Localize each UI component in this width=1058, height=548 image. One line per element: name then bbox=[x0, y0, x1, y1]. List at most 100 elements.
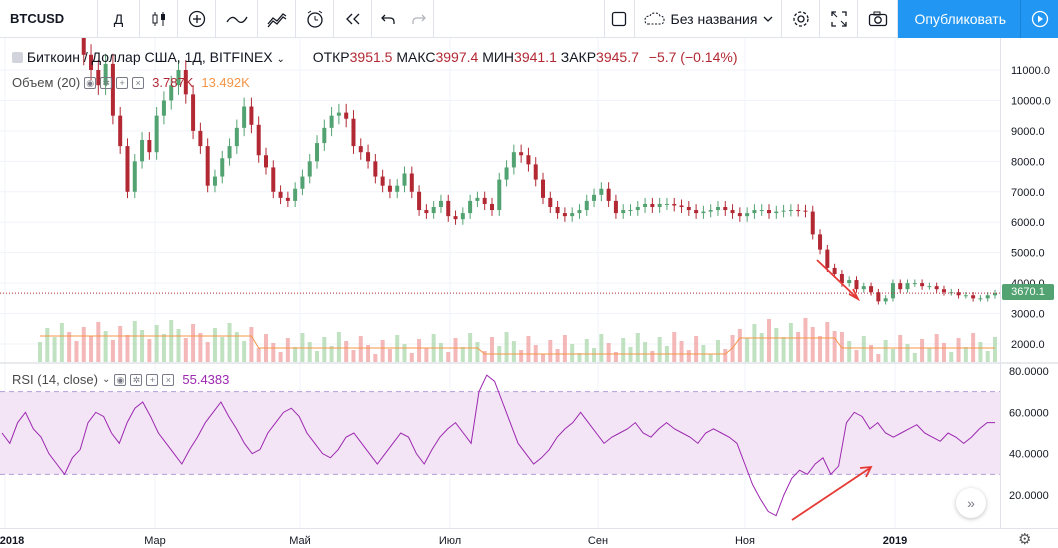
candle-body bbox=[307, 161, 312, 177]
volume-ma-value: 13.492K bbox=[201, 75, 250, 90]
candle-body bbox=[234, 127, 239, 147]
fullscreen-button[interactable] bbox=[820, 0, 859, 38]
candles-style-button[interactable] bbox=[140, 0, 178, 38]
volume-bar bbox=[234, 332, 239, 362]
price-axis-label: 5000.0 bbox=[1011, 248, 1045, 260]
settings-button[interactable] bbox=[782, 0, 821, 38]
candle-body bbox=[905, 283, 910, 290]
volume-bar bbox=[599, 334, 604, 362]
rsi-value: 55.4383 bbox=[182, 372, 230, 387]
wave-icon bbox=[225, 16, 248, 23]
compare-button[interactable] bbox=[216, 0, 258, 38]
symbol-search-button[interactable]: BTCUSD bbox=[0, 0, 98, 38]
candle-body bbox=[898, 283, 903, 290]
candle-body bbox=[767, 210, 772, 214]
volume-bar bbox=[985, 351, 990, 362]
volume-bar bbox=[242, 341, 247, 362]
candle-body bbox=[380, 176, 385, 186]
candle-body bbox=[533, 164, 538, 180]
price-axis-label: 10000.0 bbox=[1011, 95, 1051, 107]
candle-body bbox=[745, 213, 750, 217]
volume-bar bbox=[905, 344, 910, 362]
volume-bar bbox=[256, 348, 261, 362]
publish-menu-button[interactable] bbox=[1020, 0, 1058, 38]
candle-body bbox=[796, 210, 801, 212]
templates-button[interactable] bbox=[258, 0, 296, 38]
volume-bar bbox=[45, 328, 50, 362]
gear-icon[interactable]: ✲ bbox=[100, 76, 113, 89]
volume-bar bbox=[220, 337, 225, 362]
candle-body bbox=[971, 295, 976, 299]
price-axis-label: 6000.0 bbox=[1011, 217, 1045, 229]
candle-body bbox=[468, 200, 473, 214]
candle-body bbox=[613, 200, 618, 214]
publish-button[interactable]: Опубликовать bbox=[898, 0, 1058, 38]
candle-body bbox=[650, 203, 655, 207]
volume-bar bbox=[956, 338, 961, 362]
candle-body bbox=[978, 298, 983, 300]
candle-body bbox=[373, 161, 378, 177]
volume-bar bbox=[723, 349, 728, 362]
chevron-down-icon[interactable]: ⌄ bbox=[276, 54, 285, 65]
rsi-label[interactable]: RSI (14, close) bbox=[12, 372, 98, 387]
volume-bar bbox=[409, 353, 414, 362]
candle-body bbox=[475, 197, 480, 201]
volume-bar bbox=[358, 336, 363, 362]
eye-icon[interactable]: ◉ bbox=[114, 373, 127, 386]
candle-body bbox=[883, 298, 888, 302]
candle-body bbox=[803, 210, 808, 212]
candle-body bbox=[730, 210, 735, 214]
volume-bar bbox=[140, 330, 145, 362]
plus-icon[interactable]: + bbox=[146, 373, 159, 386]
volume-bar bbox=[592, 348, 597, 362]
volume-bar bbox=[810, 327, 815, 362]
undo-button[interactable] bbox=[372, 0, 404, 38]
scroll-to-realtime-button[interactable]: » bbox=[956, 488, 986, 518]
eye-icon[interactable]: ◉ bbox=[84, 76, 97, 89]
candle-body bbox=[963, 295, 968, 297]
indicators-button[interactable] bbox=[178, 0, 216, 38]
legend-title[interactable]: Биткоин / Доллар США, 1Д, BITFINEX bbox=[26, 49, 273, 65]
chart-templates-icon bbox=[267, 12, 286, 27]
volume-bar bbox=[176, 329, 181, 362]
snapshot-button[interactable] bbox=[858, 0, 899, 38]
candle-body bbox=[497, 179, 502, 211]
price-axis[interactable]: 11000.0 10000.0 9000.0 8000.0 7000.0 6000.0 50… bbox=[1000, 38, 1058, 528]
interval-button[interactable]: Д bbox=[98, 0, 140, 38]
layout-name-button[interactable]: Без названия bbox=[635, 0, 783, 38]
gear-icon[interactable]: ✲ bbox=[130, 373, 143, 386]
chevron-down-icon[interactable]: ⌄ bbox=[101, 374, 111, 385]
candle-body bbox=[263, 155, 268, 168]
plus-icon[interactable]: + bbox=[116, 76, 129, 89]
publish-label: Опубликовать bbox=[914, 10, 1006, 27]
volume-bar bbox=[715, 340, 720, 362]
candle-body bbox=[336, 112, 341, 116]
alert-button[interactable] bbox=[296, 0, 334, 38]
candle-body bbox=[570, 213, 575, 217]
volume-bar bbox=[737, 329, 742, 362]
volume-bar bbox=[460, 347, 465, 362]
candle-body bbox=[431, 207, 436, 214]
volume-bar bbox=[322, 337, 327, 362]
close-icon[interactable]: × bbox=[132, 76, 145, 89]
close-icon[interactable]: × bbox=[162, 373, 175, 386]
candle-body bbox=[526, 155, 531, 165]
volume-bar bbox=[548, 340, 553, 362]
volume-bar bbox=[621, 338, 626, 362]
redo-button[interactable] bbox=[404, 0, 434, 38]
candle-body bbox=[344, 112, 349, 119]
candle-body bbox=[271, 167, 276, 192]
candle-body bbox=[541, 179, 546, 198]
fullscreen-toggle[interactable] bbox=[605, 0, 635, 38]
axis-settings-gear-icon[interactable]: ⚙ bbox=[1018, 531, 1032, 548]
replay-button[interactable] bbox=[334, 0, 372, 38]
price-chart[interactable] bbox=[0, 38, 1000, 528]
volume-label[interactable]: Объем (20) bbox=[12, 75, 81, 90]
candle-body bbox=[781, 210, 786, 212]
time-axis[interactable]: 2018 Мар Май Июл Сен Ноя 2019 bbox=[0, 528, 1058, 548]
candle-body bbox=[752, 210, 757, 214]
volume-bar bbox=[198, 333, 203, 362]
candle-body bbox=[854, 280, 859, 290]
candle-body bbox=[504, 167, 509, 180]
volume-bar bbox=[271, 343, 276, 362]
